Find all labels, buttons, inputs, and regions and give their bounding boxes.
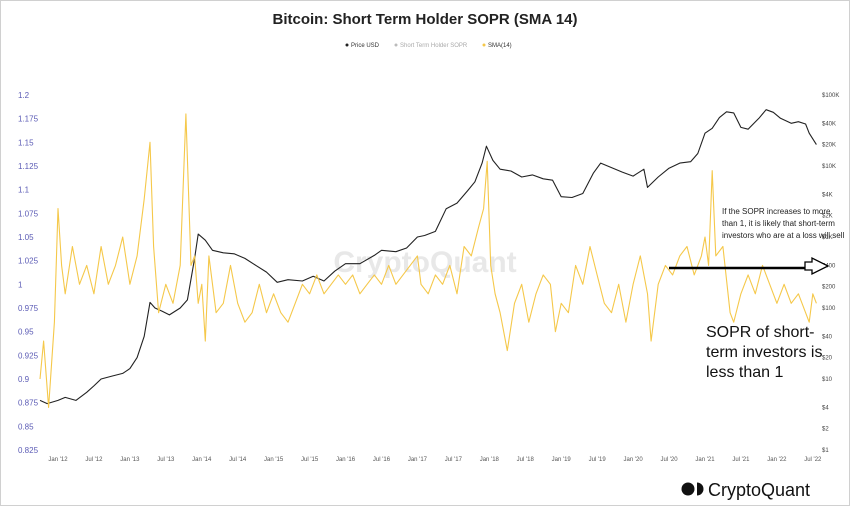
y-right-tick-label: $2K bbox=[822, 214, 833, 220]
x-tick-label: Jul '12 bbox=[85, 457, 103, 463]
y-right-tick-label: $2 bbox=[822, 427, 829, 433]
series-line-sma14 bbox=[39, 113, 817, 408]
y-left-tick-label: 0.9 bbox=[18, 375, 30, 384]
y-left-tick-label: 1.05 bbox=[18, 233, 34, 242]
x-tick-label: Jan '16 bbox=[336, 457, 356, 463]
annotation-top-line-1: If the SOPR increases to more bbox=[722, 207, 831, 216]
series-layer bbox=[39, 109, 817, 408]
y-left-tick-label: 1.1 bbox=[18, 186, 30, 195]
annotation-bottom-line-1: SOPR of short- bbox=[706, 324, 814, 341]
y-right-tick-label: $200 bbox=[822, 285, 836, 291]
y-left-tick-label: 1.125 bbox=[18, 162, 39, 171]
y-right-tick-label: $4K bbox=[822, 192, 833, 198]
y-left-tick-label: 0.85 bbox=[18, 422, 34, 431]
x-tick-label: Jul '17 bbox=[445, 457, 463, 463]
x-tick-label: Jul '15 bbox=[301, 457, 319, 463]
legend: Price USD Short Term Holder SOPR SMA(14) bbox=[345, 43, 512, 49]
x-tick-label: Jul '18 bbox=[517, 457, 535, 463]
x-tick-label: Jul '22 bbox=[804, 457, 822, 463]
y-right-tick-label: $10 bbox=[822, 377, 833, 383]
y-left-tick-label: 1.175 bbox=[18, 115, 39, 124]
y-right-tick-label: $4 bbox=[822, 405, 829, 411]
y-left-tick-label: 1.2 bbox=[18, 91, 30, 100]
legend-marker-sopr bbox=[394, 43, 398, 47]
y-left-tick-label: 0.95 bbox=[18, 328, 34, 337]
y-right-tick-label: $1K bbox=[822, 235, 833, 241]
y-left-tick-label: 1.15 bbox=[18, 138, 34, 147]
x-tick-label: Jan '18 bbox=[480, 457, 500, 463]
x-tick-label: Jan '17 bbox=[408, 457, 428, 463]
cryptoquant-logo: CryptoQuant bbox=[681, 480, 810, 500]
y-right-tick-label: $40K bbox=[822, 121, 836, 127]
y-left-tick-label: 0.925 bbox=[18, 351, 39, 360]
annotation-bottom-line-2: term investors is bbox=[706, 344, 822, 361]
logo-text: CryptoQuant bbox=[708, 480, 810, 500]
annotation-top-line-3: investors who are at a loss will sell bbox=[722, 231, 844, 240]
legend-sopr: Short Term Holder SOPR bbox=[400, 43, 468, 49]
y-left-tick-label: 1 bbox=[18, 280, 23, 289]
x-tick-label: Jan '21 bbox=[695, 457, 715, 463]
y-right-tick-label: $1 bbox=[822, 448, 829, 454]
y-right-tick-label: $10K bbox=[822, 164, 836, 170]
x-tick-label: Jan '19 bbox=[552, 457, 572, 463]
legend-price: Price USD bbox=[351, 43, 380, 49]
x-tick-label: Jan '14 bbox=[192, 457, 212, 463]
arrow-icon bbox=[804, 256, 830, 276]
x-tick-label: Jan '12 bbox=[48, 457, 68, 463]
watermark: CryptoQuant bbox=[333, 246, 516, 279]
x-tick-label: Jul '16 bbox=[373, 457, 391, 463]
y-left-tick-label: 0.975 bbox=[18, 304, 39, 313]
legend-marker-price bbox=[345, 43, 349, 47]
x-tick-label: Jan '22 bbox=[767, 457, 787, 463]
annotation-bottom: SOPR of short- term investors is less th… bbox=[706, 324, 822, 381]
logo-half-icon bbox=[697, 482, 704, 496]
x-tick-label: Jul '20 bbox=[660, 457, 678, 463]
x-tick-label: Jul '21 bbox=[732, 457, 750, 463]
x-tick-label: Jan '13 bbox=[120, 457, 140, 463]
x-axis: Jan '12 Jul '12 Jan '13 Jul '13 Jan '14 Jul '… bbox=[48, 457, 822, 463]
y-left-tick-label: 1.025 bbox=[18, 257, 39, 266]
legend-sma: SMA(14) bbox=[488, 43, 512, 49]
y-right-tick-label: $100K bbox=[822, 93, 839, 99]
x-tick-label: Jul '14 bbox=[229, 457, 247, 463]
y-right-tick-label: $20 bbox=[822, 356, 833, 362]
annotation-top: If the SOPR increases to more than 1, it… bbox=[722, 207, 844, 240]
annotation-bottom-line-3: less than 1 bbox=[706, 364, 783, 381]
y-left-tick-label: 0.875 bbox=[18, 399, 39, 408]
y-left-tick-label: 1.075 bbox=[18, 209, 39, 218]
y-left-tick-label: 0.825 bbox=[18, 446, 39, 455]
x-tick-label: Jul '19 bbox=[589, 457, 607, 463]
y-right-tick-label: $40 bbox=[822, 334, 833, 340]
x-tick-label: Jul '13 bbox=[157, 457, 175, 463]
x-tick-label: Jan '15 bbox=[264, 457, 284, 463]
y-axis-right: $100K $40K $20K $10K $4K $2K $1K $400 $200 $100 $4… bbox=[822, 93, 839, 454]
logo-mark-icon bbox=[681, 482, 695, 496]
annotation-top-line-2: than 1, it is likely that short-term bbox=[722, 219, 835, 228]
chart-title: Bitcoin: Short Term Holder SOPR (SMA 14) bbox=[272, 11, 577, 28]
y-right-tick-label: $20K bbox=[822, 143, 836, 149]
series-line-price bbox=[39, 109, 817, 405]
x-tick-label: Jan '20 bbox=[624, 457, 644, 463]
y-right-tick-label: $100 bbox=[822, 306, 836, 312]
y-axis-left: 1.2 1.175 1.15 1.125 1.1 1.075 1.05 1.025 1 0.975… bbox=[18, 91, 39, 455]
y-right-tick-label: $400 bbox=[822, 263, 836, 269]
legend-marker-sma bbox=[482, 43, 486, 47]
